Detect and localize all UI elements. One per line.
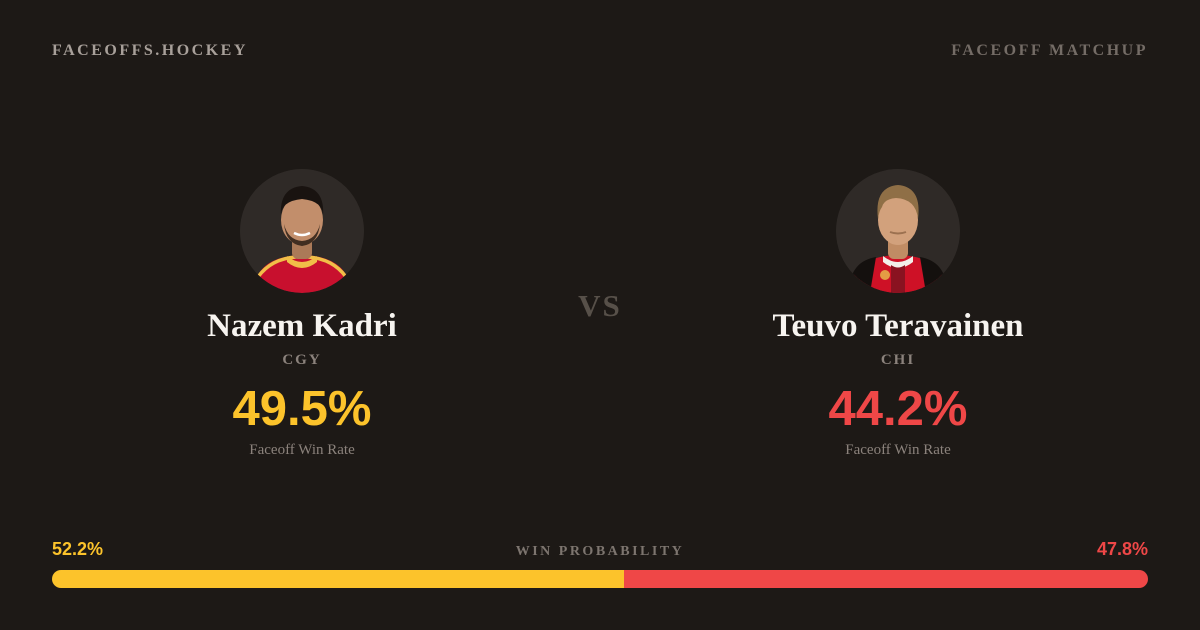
player-team-code: CGY bbox=[282, 352, 322, 369]
page-title: FACEOFF MATCHUP bbox=[951, 42, 1148, 59]
header: FACEOFFS.HOCKEY FACEOFF MATCHUP bbox=[52, 42, 1148, 60]
win-probability-left-value: 52.2% bbox=[52, 539, 104, 559]
player-team-code: CHI bbox=[880, 352, 916, 369]
player-card-right: Teuvo Teravainen CHI 44.2% Faceoff Win R… bbox=[678, 169, 1118, 459]
win-probability-title: WIN PROBABILITY bbox=[515, 544, 685, 559]
player-avatar-right bbox=[836, 169, 960, 293]
win-probability-bar bbox=[52, 570, 1148, 588]
win-probability-section: 52.2% WIN PROBABILITY 47.8% bbox=[52, 539, 1148, 588]
faceoff-win-rate-label: Faceoff Win Rate bbox=[249, 442, 355, 459]
vs-label: VS bbox=[578, 288, 622, 323]
player-name: Nazem Kadri bbox=[207, 308, 397, 344]
player-photo-icon bbox=[240, 169, 364, 293]
player-name: Teuvo Teravainen bbox=[772, 308, 1024, 344]
win-probability-labels: 52.2% WIN PROBABILITY 47.8% bbox=[52, 539, 1148, 560]
faceoff-win-rate-value: 49.5% bbox=[232, 382, 372, 437]
win-probability-right-value: 47.8% bbox=[1096, 539, 1148, 559]
win-probability-bar-right-segment bbox=[624, 570, 1148, 588]
faceoff-win-rate-value: 44.2% bbox=[828, 382, 968, 437]
player-photo-icon bbox=[836, 169, 960, 293]
brand-logo-text: FACEOFFS.HOCKEY bbox=[52, 42, 248, 59]
faceoff-win-rate-label: Faceoff Win Rate bbox=[845, 442, 951, 459]
player-avatar-left bbox=[240, 169, 364, 293]
win-probability-bar-left-segment bbox=[52, 570, 625, 588]
player-card-left: Nazem Kadri CGY 49.5% Faceoff Win Rate bbox=[82, 169, 522, 459]
